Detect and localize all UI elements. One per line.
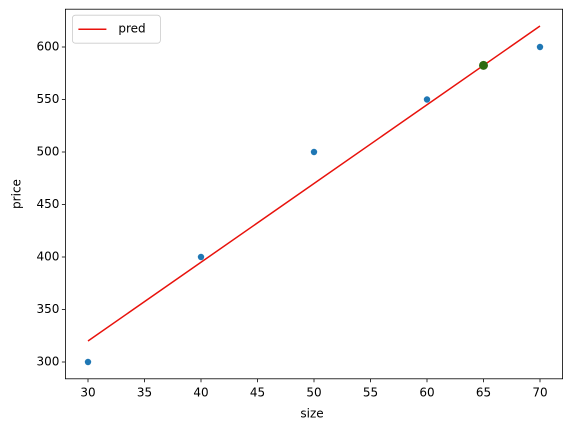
y-tick-label: 300 (36, 355, 59, 369)
x-tick-label: 60 (419, 385, 434, 399)
point (84, 358, 92, 366)
line (87, 25, 541, 342)
x-tick-label: 65 (476, 385, 491, 399)
point (197, 253, 205, 261)
x-tick-label: 40 (193, 385, 208, 399)
y-axis-label: price (10, 179, 24, 209)
y-tick-label: 600 (36, 40, 59, 54)
x-axis-label: size (300, 407, 323, 421)
y-tick-label: 550 (36, 92, 59, 106)
point (479, 60, 488, 70)
x-tick-label: 50 (306, 385, 321, 399)
plot-frame (65, 8, 564, 380)
x-tick-label: 30 (80, 385, 95, 399)
x-tick-label: 35 (137, 385, 152, 399)
y-tick-label: 400 (36, 250, 59, 264)
legend-label: pred (118, 22, 145, 36)
y-tick-label: 500 (36, 145, 59, 159)
legend-box (72, 14, 161, 44)
x-tick-label: 70 (532, 385, 547, 399)
x-tick-label: 55 (363, 385, 378, 399)
x-tick-label: 45 (250, 385, 265, 399)
point (536, 43, 544, 51)
point (423, 96, 431, 103)
point (310, 148, 318, 156)
y-tick-label: 450 (36, 197, 59, 211)
y-tick-label: 350 (36, 302, 59, 316)
